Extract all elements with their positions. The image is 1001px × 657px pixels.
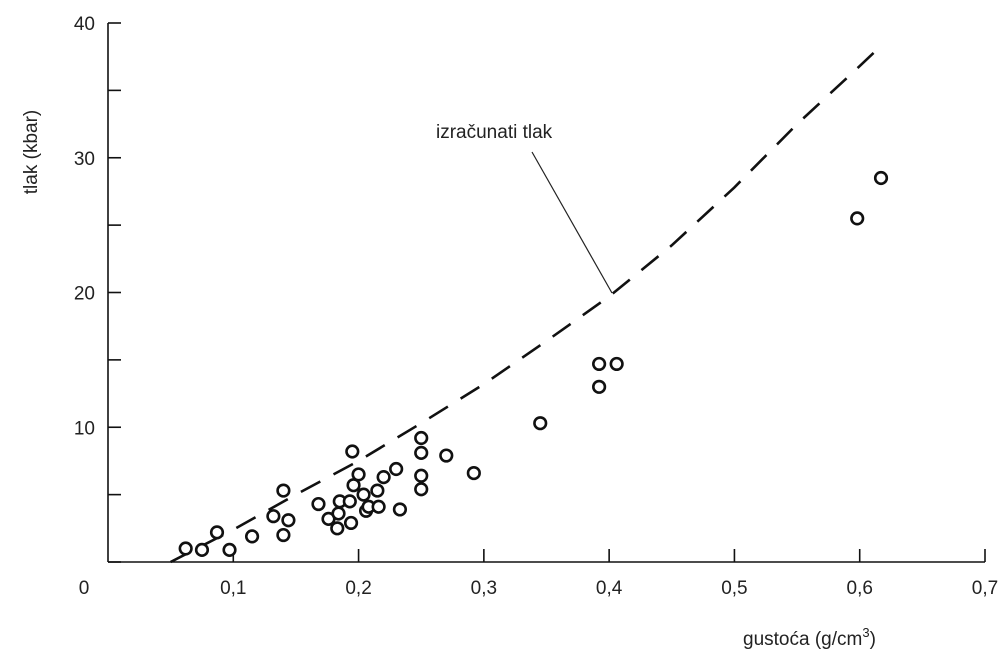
- measurement-point: [244, 529, 260, 544]
- measured-points-layer: [178, 170, 889, 557]
- measurement-point: [414, 482, 429, 497]
- measurement-point: [533, 416, 548, 431]
- measurement-point: [342, 494, 357, 509]
- measurement-point: [222, 542, 237, 557]
- measurement-point: [439, 448, 454, 463]
- x-tick-label: 0,4: [596, 578, 623, 599]
- measurement-point: [276, 483, 291, 498]
- measurement-point: [276, 527, 291, 543]
- measurement-point: [850, 211, 865, 226]
- annotation-leader-line: [531, 151, 613, 294]
- y-tick-label: 10: [74, 418, 95, 439]
- measurement-point: [194, 542, 210, 557]
- measurement-point: [370, 483, 385, 498]
- measurement-point: [330, 521, 345, 536]
- measurement-point: [592, 379, 607, 394]
- measurement-point: [466, 465, 481, 481]
- x-tick-label: 0,6: [847, 578, 873, 599]
- measurement-point: [356, 487, 371, 502]
- measurement-point: [311, 496, 326, 512]
- measurement-point: [389, 461, 404, 477]
- x-tick-label: 0,5: [721, 578, 747, 599]
- y-axis-title: tlak (kbar): [21, 110, 42, 194]
- x-axis-title-main: gustoća (g/cm: [743, 629, 862, 650]
- measurement-point: [392, 502, 408, 517]
- measurement-point: [345, 444, 360, 459]
- x-tick-label: 0,3: [471, 578, 497, 599]
- annotation-layer: izračunati tlak: [436, 122, 613, 294]
- x-tick-label: 0,7: [972, 578, 998, 599]
- y-tick-label: 20: [74, 284, 95, 305]
- measurement-point: [376, 470, 391, 485]
- measurement-point: [343, 515, 359, 531]
- axis-ticks: [108, 22, 986, 563]
- y-tick-label: 40: [74, 14, 95, 35]
- measurement-point: [281, 513, 296, 528]
- measurement-point: [266, 509, 281, 524]
- y-tick-label: 30: [74, 149, 95, 170]
- measurement-point: [351, 467, 366, 482]
- measurement-point: [209, 525, 225, 540]
- measurement-point: [178, 541, 193, 556]
- measurement-point: [609, 356, 624, 372]
- x-tick-label: 0,1: [220, 578, 246, 599]
- measurement-point: [331, 506, 346, 521]
- x-axis-title-superscript: 3: [862, 625, 869, 640]
- x-tick-label: 0,2: [345, 578, 371, 599]
- measurement-point: [414, 468, 429, 483]
- annotation-calculated-pressure: izračunati tlak: [436, 122, 553, 143]
- x-axis-title-close: ): [870, 629, 876, 650]
- x-tick-label: 0: [79, 578, 90, 599]
- measurement-point: [371, 499, 386, 514]
- x-axis-title: gustoća (g/cm3): [743, 625, 876, 650]
- measurement-point: [414, 430, 429, 446]
- measurement-point: [592, 356, 607, 372]
- measurement-point: [873, 170, 889, 186]
- measurement-point: [414, 445, 429, 460]
- tick-labels: 0 0,1 0,2 0,3 0,4 0,5 0,6 0,7 10 20 30 40: [74, 14, 998, 599]
- axes: [107, 23, 985, 563]
